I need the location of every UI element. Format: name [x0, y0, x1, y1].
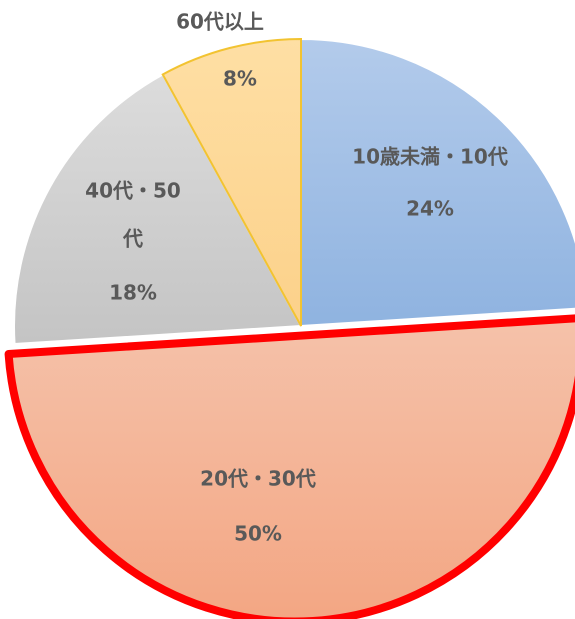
highlight-outline	[4, 314, 575, 619]
slice-label-1-line-1: 10歳未満・10代	[352, 145, 508, 169]
slice-value-label-1: 24%	[406, 197, 454, 221]
slice-label-3-line-2: 代	[122, 227, 143, 251]
slice-label-4-line-1: 60代以上	[176, 10, 264, 34]
labels-layer: 10歳未満・10代 24% 20代・30代 50% 40代・50 代 18% 60代以上 8%	[85, 10, 508, 546]
slice-value-label-3: 18%	[109, 281, 157, 305]
pie-slice-4	[161, 37, 302, 327]
highlight-layer	[4, 314, 575, 619]
slice-value-label-2: 50%	[234, 522, 282, 546]
slices-layer	[7, 37, 575, 619]
slice-label-3-line-1: 40代・50	[85, 179, 181, 203]
slice-value-label-4: 8%	[223, 67, 257, 91]
pie-slice-1	[300, 37, 575, 328]
slice-label-2-line-1: 20代・30代	[200, 467, 316, 491]
pie-slice-3	[13, 73, 303, 346]
